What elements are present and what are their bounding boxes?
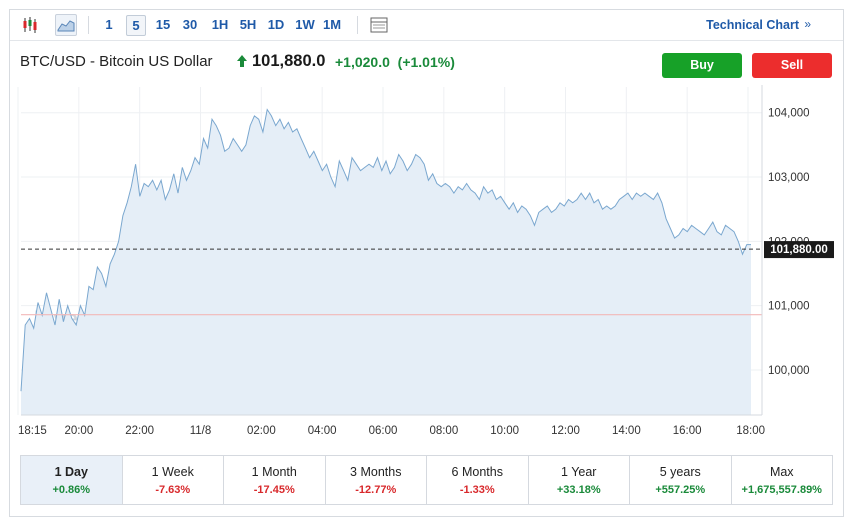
period-change: -12.77% bbox=[355, 484, 397, 496]
timeframe-1h[interactable]: 1H bbox=[211, 17, 229, 32]
technical-chart-link[interactable]: Technical Chart bbox=[706, 18, 799, 32]
timeframe-1m[interactable]: 1M bbox=[322, 17, 342, 32]
x-tick-label: 16:00 bbox=[673, 425, 702, 437]
chart-widget: 1 5 15 30 1H 5H 1D 1W 1M Technical Chart » BTC/U… bbox=[9, 9, 844, 517]
table-view-icon[interactable] bbox=[368, 14, 390, 36]
period-change: -1.33% bbox=[459, 484, 495, 496]
period-label: 1 Year bbox=[561, 465, 597, 479]
x-tick-label: 14:00 bbox=[612, 425, 641, 437]
period-label: 3 Months bbox=[350, 465, 402, 479]
y-tick-label: 104,000 bbox=[768, 108, 810, 120]
period-tab-1-month[interactable]: 1 Month -17.45% bbox=[224, 456, 326, 504]
period-change: +557.25% bbox=[655, 484, 706, 496]
toolbar-divider bbox=[357, 16, 358, 34]
price-area bbox=[21, 109, 751, 415]
x-tick-label: 11/8 bbox=[190, 425, 212, 437]
x-tick-label: 08:00 bbox=[429, 425, 458, 437]
period-label: 1 Day bbox=[54, 465, 88, 479]
period-label: Max bbox=[769, 465, 794, 479]
last-price-tag bbox=[764, 241, 834, 259]
x-tick-label: 02:00 bbox=[247, 425, 276, 437]
double-chevron-right-icon: » bbox=[804, 17, 811, 31]
last-price: 101,880.0 bbox=[252, 52, 326, 70]
timeframe-5h[interactable]: 5H bbox=[239, 17, 257, 32]
price-chart[interactable]: Investing.com104,000103,000102,000101,00… bbox=[10, 10, 843, 450]
timeframe-1w[interactable]: 1W bbox=[295, 17, 315, 32]
last-price-tag-label: 101,880.00 bbox=[770, 244, 828, 256]
sell-button[interactable]: Sell bbox=[752, 53, 832, 78]
price-change: +1,020.0 (+1.01%) bbox=[335, 54, 455, 70]
period-tab-1-day[interactable]: 1 Day +0.86% bbox=[21, 456, 123, 504]
x-tick-label: 18:15 bbox=[18, 425, 47, 437]
y-tick-label: 103,000 bbox=[768, 172, 810, 184]
x-tick-label: 04:00 bbox=[308, 425, 337, 437]
toolbar-divider bbox=[88, 16, 89, 34]
period-change: -7.63% bbox=[155, 484, 191, 496]
period-change: +0.86% bbox=[52, 484, 91, 496]
timeframe-5[interactable]: 5 bbox=[126, 15, 146, 36]
period-tab-3-months[interactable]: 3 Months -12.77% bbox=[326, 456, 427, 504]
chart-toolbar: 1 5 15 30 1H 5H 1D 1W 1M Technical Chart » bbox=[10, 10, 843, 41]
period-change: +1,675,557.89% bbox=[741, 484, 822, 496]
timeframe-30[interactable]: 30 bbox=[182, 17, 198, 32]
up-arrow-icon bbox=[237, 55, 247, 67]
area-chart-icon[interactable] bbox=[55, 14, 77, 36]
period-tab-6-months[interactable]: 6 Months -1.33% bbox=[427, 456, 529, 504]
period-tab-5-years[interactable]: 5 years +557.25% bbox=[630, 456, 732, 504]
instrument-title: BTC/USD - Bitcoin US Dollar bbox=[20, 53, 213, 70]
timeframe-1[interactable]: 1 bbox=[105, 17, 113, 32]
x-tick-label: 18:00 bbox=[736, 425, 765, 437]
x-tick-label: 12:00 bbox=[551, 425, 580, 437]
period-label: 1 Month bbox=[251, 465, 297, 479]
y-tick-label: 101,000 bbox=[768, 301, 810, 313]
timeframe-15[interactable]: 15 bbox=[155, 17, 171, 32]
x-tick-label: 20:00 bbox=[64, 425, 93, 437]
candlestick-icon[interactable] bbox=[20, 14, 42, 36]
x-tick-label: 22:00 bbox=[125, 425, 154, 437]
x-tick-label: 06:00 bbox=[369, 425, 398, 437]
period-label: 1 Week bbox=[151, 465, 194, 479]
buy-button[interactable]: Buy bbox=[662, 53, 742, 78]
period-change: -17.45% bbox=[253, 484, 295, 496]
timeframe-1d[interactable]: 1D bbox=[267, 17, 285, 32]
period-tab-1-week[interactable]: 1 Week -7.63% bbox=[123, 456, 224, 504]
price-line bbox=[20, 108, 751, 392]
instrument-header: BTC/USD - Bitcoin US Dollar 101,880.0 +1… bbox=[10, 42, 843, 82]
period-tab-max[interactable]: Max +1,675,557.89% bbox=[732, 456, 833, 504]
period-change: +33.18% bbox=[556, 484, 601, 496]
x-tick-label: 10:00 bbox=[490, 425, 519, 437]
y-tick-label: 100,000 bbox=[768, 365, 810, 377]
period-label: 6 Months bbox=[451, 465, 503, 479]
period-label: 5 years bbox=[659, 465, 701, 479]
period-selector: 1 Day +0.86% 1 Week -7.63% 1 Month -17.45% 3 M… bbox=[20, 455, 833, 505]
period-tab-1-year[interactable]: 1 Year +33.18% bbox=[529, 456, 630, 504]
